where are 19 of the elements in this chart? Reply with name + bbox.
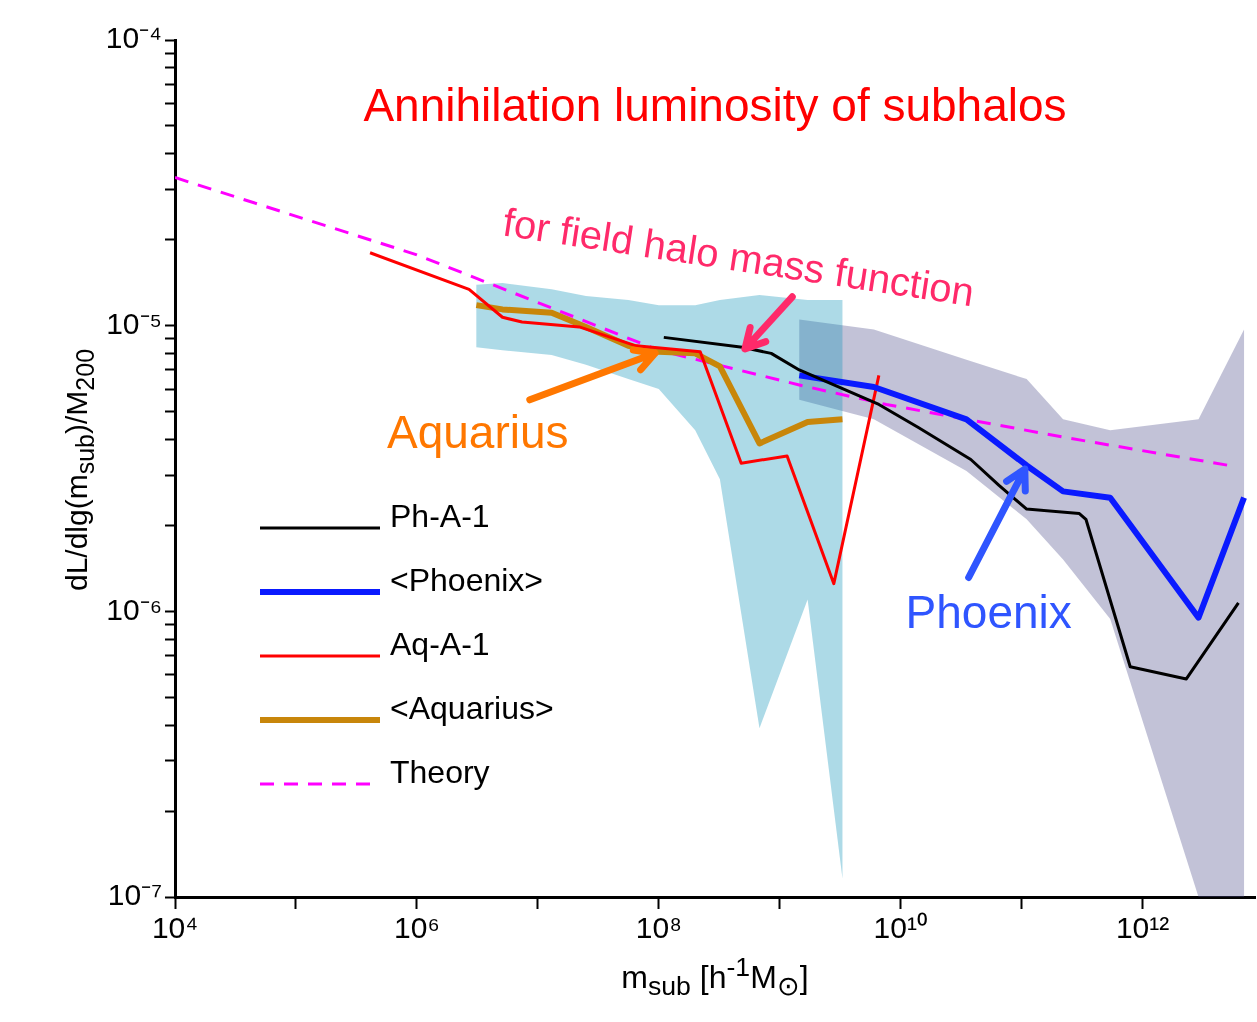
y-tick-label: 10⁻⁵: [106, 306, 162, 340]
x-tick-label: 10¹²: [1115, 911, 1170, 945]
y-tick-label: 10⁻⁴: [105, 21, 162, 55]
x-tick-label: 10⁴: [151, 911, 199, 945]
legend-label: Theory: [390, 753, 490, 790]
legend-label: Ph-A-1: [390, 497, 490, 534]
legend-label: <Aquarius>: [390, 689, 554, 726]
x-tick-label: 10¹⁰: [873, 911, 928, 945]
annotation: Annihilation luminosity of subhalos: [363, 78, 1067, 131]
legend-label: <Phoenix>: [390, 561, 544, 598]
y-tick-label: 10⁻⁶: [106, 592, 162, 626]
y-tick-label: 10⁻⁷: [107, 878, 162, 912]
annotation: Aquarius: [387, 406, 569, 459]
annotation: Phoenix: [905, 586, 1072, 639]
x-tick-label: 10⁸: [635, 911, 682, 945]
annotation: for field halo mass function: [500, 199, 978, 315]
legend-label: Aq-A-1: [390, 625, 490, 662]
x-tick-label: 10⁶: [394, 911, 440, 945]
x-axis-title: m$_{sub}$ [h$^{-1}$M$_{⊙}$]: [620, 952, 810, 1003]
